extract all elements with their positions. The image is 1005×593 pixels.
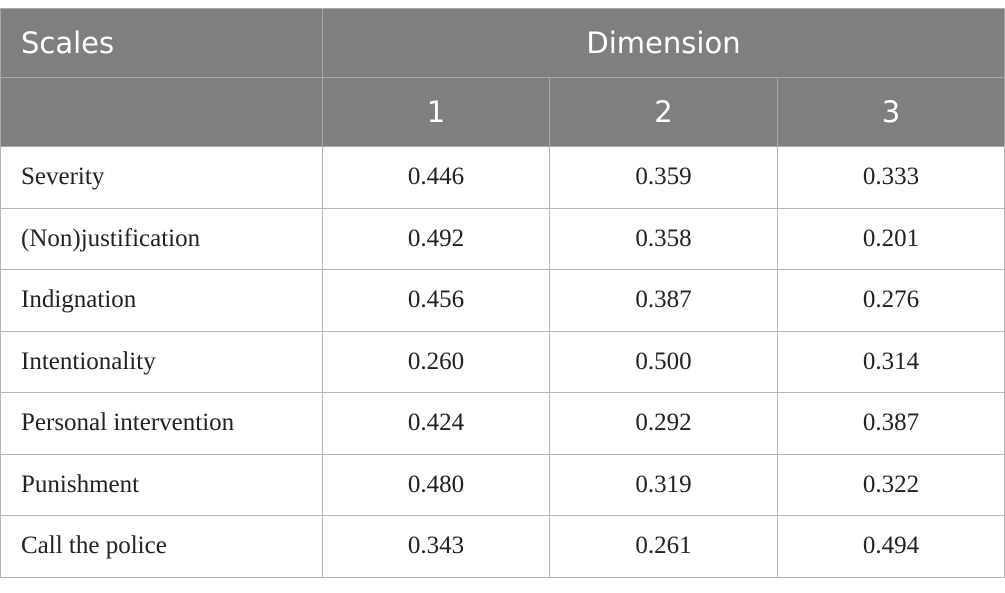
- row-label: Intentionality: [0, 330, 323, 393]
- table-cell: 0.358: [549, 207, 778, 270]
- table-row: Severity 0.446 0.359 0.333: [0, 146, 1005, 209]
- table-body: Severity 0.446 0.359 0.333 (Non)justificatio…: [0, 146, 1005, 578]
- table-row: Punishment 0.480 0.319 0.322: [0, 453, 1005, 516]
- table-cell: 0.333: [777, 146, 1005, 209]
- table-cell: 0.343: [322, 515, 550, 578]
- table-cell: 0.359: [549, 146, 778, 209]
- table-row: Personal intervention 0.424 0.292 0.387: [0, 392, 1005, 455]
- header-row: Scales Dimension: [0, 8, 1005, 78]
- row-label: (Non)justification: [0, 207, 323, 270]
- table-cell: 0.492: [322, 207, 550, 270]
- header-cell: [0, 77, 323, 147]
- row-label: Severity: [0, 146, 323, 209]
- table-cell: 0.387: [549, 269, 778, 332]
- row-label: Personal intervention: [0, 392, 323, 455]
- row-label: Punishment: [0, 453, 323, 516]
- table-cell: 0.387: [777, 392, 1005, 455]
- table-row: (Non)justification 0.492 0.358 0.201: [0, 207, 1005, 270]
- table-cell: 0.494: [777, 515, 1005, 578]
- table-row: Call the police 0.343 0.261 0.494: [0, 515, 1005, 578]
- table-cell: 0.292: [549, 392, 778, 455]
- table-cell: 0.319: [549, 453, 778, 516]
- row-label: Call the police: [0, 515, 323, 578]
- table-cell: 0.276: [777, 269, 1005, 332]
- table-cell: 0.322: [777, 453, 1005, 516]
- table-row: Intentionality 0.260 0.500 0.314: [0, 330, 1005, 393]
- table-cell: 0.480: [322, 453, 550, 516]
- header-cell: Dimension: [322, 8, 1005, 78]
- header-cell: 2: [549, 77, 778, 147]
- table-cell: 0.314: [777, 330, 1005, 393]
- header-cell: Scales: [0, 8, 323, 78]
- table-cell: 0.260: [322, 330, 550, 393]
- row-label: Indignation: [0, 269, 323, 332]
- table-cell: 0.500: [549, 330, 778, 393]
- table-cell: 0.424: [322, 392, 550, 455]
- table-row: Indignation 0.456 0.387 0.276: [0, 269, 1005, 332]
- table-cell: 0.261: [549, 515, 778, 578]
- table-cell: 0.446: [322, 146, 550, 209]
- table-cell: 0.201: [777, 207, 1005, 270]
- table-cell: 0.456: [322, 269, 550, 332]
- header-cell: 3: [777, 77, 1005, 147]
- header-cell: 1: [322, 77, 550, 147]
